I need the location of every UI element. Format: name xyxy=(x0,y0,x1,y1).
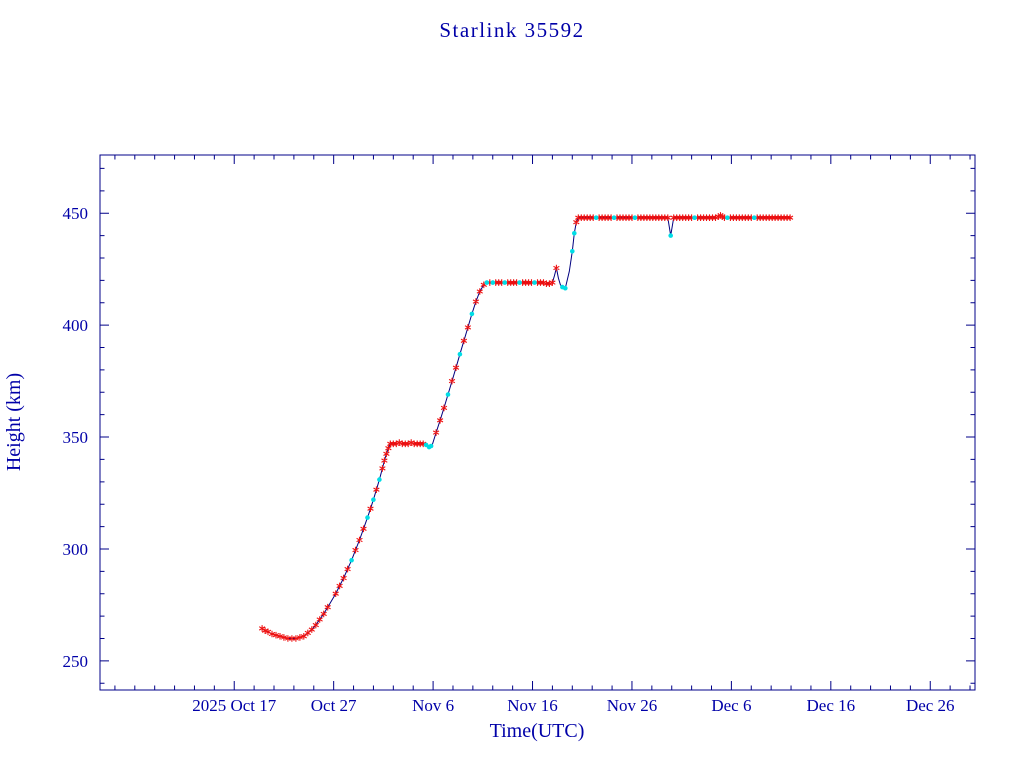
height-line xyxy=(261,214,791,639)
y-tick-labels: 250 300 350 400 450 xyxy=(63,204,89,671)
cyan-data-point xyxy=(668,233,673,238)
cyan-data-point xyxy=(563,285,568,291)
y-tick-label: 300 xyxy=(63,540,89,559)
axis-ticks xyxy=(100,155,975,690)
cyan-data-point xyxy=(349,557,354,563)
x-axis-label: Time(UTC) xyxy=(490,720,585,742)
x-tick-labels: 2025 Oct 17 Oct 27 Nov 6 Nov 16 Nov 26 Dec 6 D… xyxy=(192,696,954,715)
y-tick-label: 400 xyxy=(63,316,89,335)
cyan-data-point xyxy=(457,351,463,357)
cyan-data-point xyxy=(752,215,757,220)
chart-title: Starlink 35592 xyxy=(439,18,584,42)
y-axis-label: Height (km) xyxy=(3,373,25,471)
x-tick-label: Dec 6 xyxy=(711,696,751,715)
cyan-data-point xyxy=(725,215,730,220)
x-tick-label: 2025 Oct 17 xyxy=(192,696,277,715)
x-tick-label: Nov 6 xyxy=(412,696,454,715)
cyan-data-point xyxy=(428,443,434,449)
cyan-data-point xyxy=(517,280,522,285)
x-tick-label: Dec 26 xyxy=(906,696,955,715)
cyan-data-point xyxy=(502,280,508,285)
cyan-data-point xyxy=(570,249,575,254)
cyan-data-point xyxy=(365,515,370,520)
cyan-data-point xyxy=(572,231,577,236)
red-asterisk-markers xyxy=(258,212,794,642)
cyan-data-point xyxy=(593,215,599,220)
cyan-data-point xyxy=(371,497,376,503)
cyan-data-point xyxy=(484,280,490,285)
cyan-data-point xyxy=(632,215,638,220)
cyan-data-point xyxy=(377,477,382,482)
x-tick-label: Oct 27 xyxy=(311,696,357,715)
cyan-dot-markers xyxy=(349,215,757,563)
x-tick-label: Nov 16 xyxy=(507,696,558,715)
plot-border xyxy=(99,154,976,691)
x-tick-label: Dec 16 xyxy=(807,696,856,715)
x-tick-label: Nov 26 xyxy=(607,696,658,715)
cyan-data-point xyxy=(611,215,617,220)
cyan-data-point xyxy=(490,280,496,285)
cyan-data-point xyxy=(692,215,697,220)
cyan-data-point xyxy=(532,280,537,285)
y-tick-label: 250 xyxy=(63,652,89,671)
y-tick-label: 350 xyxy=(63,428,89,447)
cyan-data-point xyxy=(445,392,451,397)
y-tick-label: 450 xyxy=(63,204,89,223)
cyan-data-point xyxy=(469,311,475,317)
